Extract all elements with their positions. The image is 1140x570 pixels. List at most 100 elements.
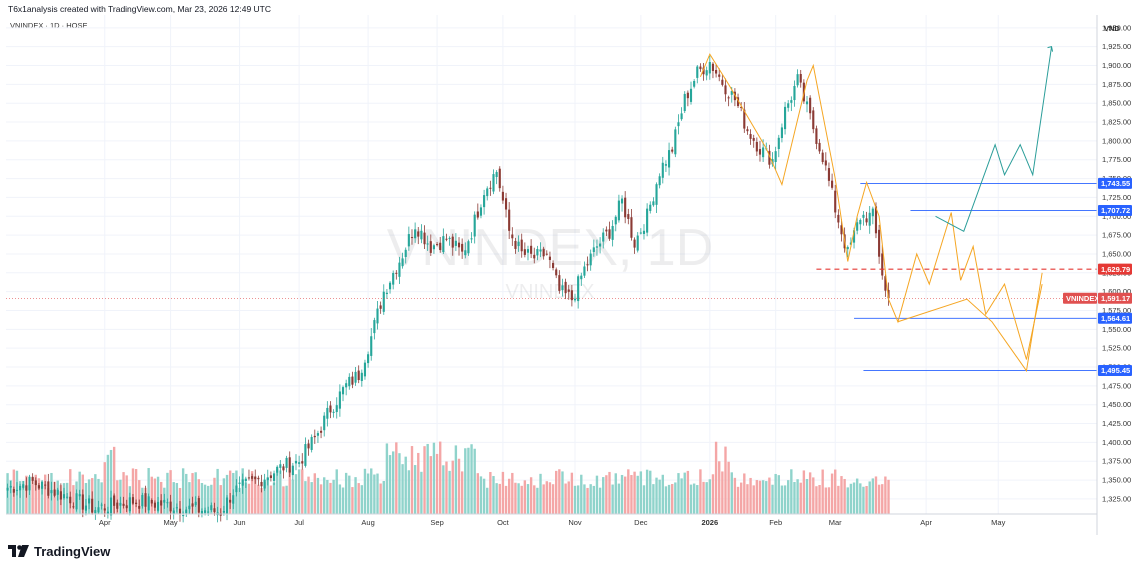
candle [712,62,714,78]
tradingview-logo[interactable]: TradingView [8,543,110,559]
candle-body [449,238,451,239]
candle-body [286,458,288,468]
x-tick-label: Mar [829,518,842,527]
candle-body [301,461,303,463]
candle-body [191,503,193,506]
volume-bar [285,486,287,514]
volume-bar [705,482,707,514]
candle-body [173,510,175,513]
candle [496,170,498,184]
candle-body [599,244,601,247]
volume-bar [615,473,617,514]
volume-bar [571,473,573,514]
volume-bar [768,478,770,514]
candle [797,69,799,87]
candle-body [693,81,695,87]
candle-body [655,184,657,205]
candle-body [113,496,115,506]
volume-bar [850,484,852,514]
x-tick-label: Apr [99,518,111,527]
candle-body [630,217,632,238]
candle-body [110,498,112,516]
volume-bar [539,474,541,514]
candle-body [392,273,394,285]
candle-body [320,431,322,433]
volume-bar [818,485,820,514]
candle-body [423,233,425,245]
volume-bar [270,486,272,514]
candle-body [386,293,388,294]
candle-body [762,147,764,157]
candle-body [282,466,284,470]
candle-body [88,498,90,503]
volume-bar [847,487,849,514]
candle-body [339,391,341,408]
candle-body [524,249,526,255]
candle [226,495,228,520]
candle-body [7,488,9,491]
volume-bar [411,446,413,514]
volume-bar [815,486,817,514]
volume-bar [718,461,720,514]
volume-bar [684,473,686,514]
volume-bar [840,476,842,514]
candle-body [605,230,607,232]
candle [317,431,319,443]
candle-body [618,201,620,221]
candle [301,453,303,470]
volume-bar [637,476,639,514]
volume-bar [348,476,350,514]
candle-body [311,437,313,450]
volume-bar [530,477,532,514]
y-tick-label: 1,925.00 [1102,42,1131,51]
candle [677,114,679,134]
candle [684,91,686,113]
candle-body [706,70,708,75]
candle [662,157,664,183]
volume-bar [580,475,582,514]
candle-body [467,241,469,253]
last-price-tag: VNINDEX [1066,294,1099,303]
candle-body [182,515,184,516]
volume-bar [455,445,457,514]
volume-bar [502,472,504,514]
volume-bar [586,488,588,514]
candle [286,456,288,472]
candles [7,56,890,522]
volume-bar [887,480,889,514]
volume-bar [812,477,814,514]
candle-body [348,377,350,386]
volume-bar [727,462,729,514]
price-label-text: 1,707.72 [1101,206,1130,215]
candle-body [837,215,839,223]
volume-bar [721,471,723,514]
volume-bar [458,459,460,514]
candle-body [543,249,545,257]
volume-bar [433,443,435,514]
candle [311,434,313,452]
volume-bar [279,471,281,514]
candle-body [474,215,476,237]
candle [649,201,651,213]
candle-body [728,97,730,98]
candle-body [420,231,422,240]
volume-bar [731,472,733,514]
volume-bar [577,485,579,514]
volume-bar [248,484,250,514]
candle-body [10,486,12,488]
candle-body [458,243,460,248]
candle-body [586,264,588,265]
volume-bar [762,480,764,514]
candle [354,367,356,386]
volume-bar [461,471,463,514]
candle-body [380,305,382,308]
volume-bar [452,461,454,514]
candle-body [257,478,259,479]
y-tick-label: 1,825.00 [1102,118,1131,127]
candle-body [69,497,71,503]
volume-bar [589,484,591,514]
candle-body [223,511,225,513]
candle [502,186,504,204]
price-chart[interactable]: VNINDEX, 1DVNINDEXVND1,325.001,350.001,3… [0,0,1140,570]
candle-body [101,505,103,506]
